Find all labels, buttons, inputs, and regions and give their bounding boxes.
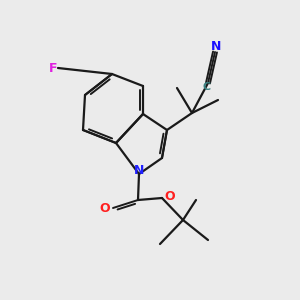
Text: N: N [211, 40, 221, 53]
Text: F: F [49, 61, 57, 74]
Text: O: O [165, 190, 175, 202]
Text: N: N [134, 164, 144, 178]
Text: O: O [100, 202, 110, 214]
Text: C: C [203, 82, 211, 92]
